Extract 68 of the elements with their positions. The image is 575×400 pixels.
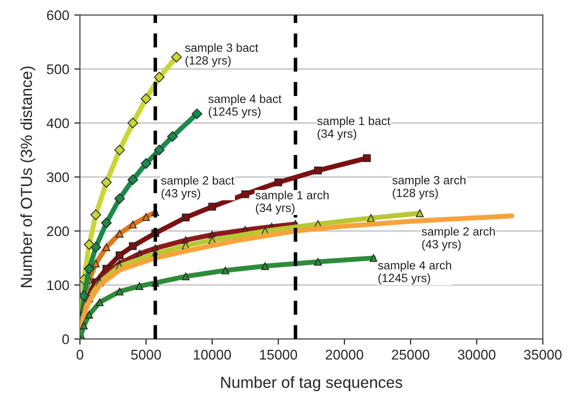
y-tick-label: 600	[47, 10, 69, 20]
series-label: sample 1 arch (34 yrs)	[256, 190, 329, 214]
point	[142, 213, 150, 221]
point	[90, 209, 102, 220]
point	[114, 193, 125, 204]
point	[222, 266, 230, 274]
point	[128, 220, 137, 228]
point	[370, 254, 378, 262]
point	[84, 263, 95, 274]
point	[85, 310, 94, 319]
point	[182, 214, 190, 222]
point	[92, 260, 100, 268]
point	[136, 282, 144, 290]
x-tick-label: 5000	[131, 350, 161, 360]
series-label: sample 2 arch (43 yrs)	[422, 226, 495, 251]
x-tick-label: 30000	[458, 350, 496, 360]
series-label: sample 3 arch (128 yrs)	[392, 176, 466, 200]
y-tick-label: 400	[46, 118, 69, 128]
y-tick-label: 100	[47, 280, 69, 290]
point	[116, 230, 124, 238]
x-tick-label: 20000	[326, 350, 364, 360]
point	[261, 262, 269, 270]
y-tick-label: 300	[46, 172, 69, 182]
point	[363, 154, 371, 162]
series-label: sample 4 arch (1245 yrs)	[378, 260, 452, 284]
point	[101, 177, 112, 188]
x-axis-title: Number of tag sequences	[221, 376, 402, 392]
point	[154, 144, 165, 156]
point	[314, 166, 322, 174]
point	[241, 190, 250, 198]
y-axis-title: Number of OTUs (3% distance)	[20, 66, 36, 288]
point	[192, 108, 202, 120]
point	[314, 258, 322, 266]
series-label: sample 3 bact (128 yrs)	[185, 43, 258, 67]
point	[114, 144, 125, 156]
x-tick-label: 10000	[194, 350, 231, 360]
point	[140, 158, 152, 169]
point	[416, 209, 424, 218]
x-tick-label: 15000	[260, 350, 298, 360]
text: sample 1 bact (34 yrs)	[317, 116, 390, 140]
point	[128, 242, 137, 250]
point	[182, 272, 190, 280]
y-tick-label: 500	[46, 64, 69, 74]
point	[127, 118, 138, 128]
point	[127, 174, 138, 186]
point	[116, 251, 124, 260]
point	[366, 214, 375, 222]
point	[101, 218, 112, 228]
point	[208, 202, 216, 211]
point	[140, 93, 152, 104]
point	[171, 52, 182, 62]
point	[274, 178, 282, 186]
point	[80, 322, 88, 330]
series-label: sample 4 bact (1245 yrs)	[208, 94, 282, 118]
point	[167, 131, 178, 142]
y-tick-label: 200	[47, 226, 69, 236]
x-tick-label: 25000	[392, 350, 430, 360]
point	[102, 243, 110, 252]
y-tick-label: 0	[62, 334, 69, 344]
x-tick-label: 35000	[524, 350, 562, 360]
point	[116, 288, 124, 296]
series-label: sample 2 bact (43 yrs)	[161, 176, 234, 200]
point	[90, 242, 102, 253]
x-tick-label: 0	[76, 350, 84, 360]
point	[84, 239, 95, 250]
line-series	[80, 254, 378, 339]
point	[96, 298, 104, 306]
point	[154, 72, 165, 82]
